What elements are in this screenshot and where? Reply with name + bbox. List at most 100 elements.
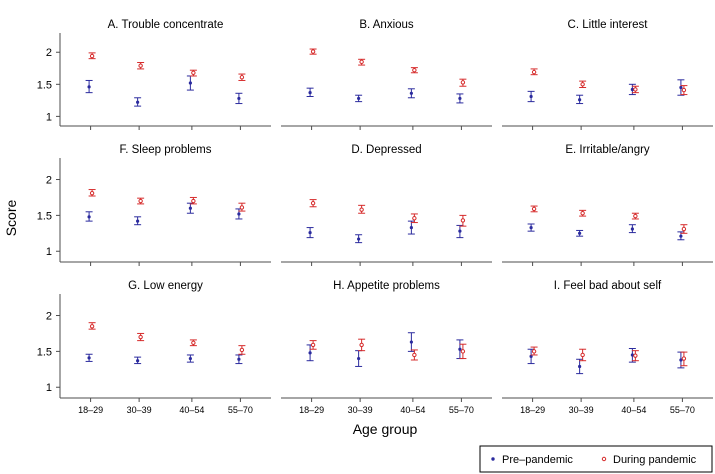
pre-pandemic-point — [237, 212, 241, 216]
panel-9: I. Feel bad about self 18–29 30–39 40–54 55–… — [502, 280, 713, 415]
during-pandemic-point — [460, 349, 466, 354]
panel-title: E. Irritable/angry — [565, 144, 650, 156]
pre-pandemic-point — [237, 357, 241, 361]
legend-pre-pandemic-marker — [491, 457, 495, 461]
pre-pandemic-point — [529, 354, 533, 358]
pre-pandemic-point — [679, 85, 683, 90]
during-pandemic-point — [681, 356, 687, 361]
panel-title: D. Depressed — [351, 144, 421, 156]
x-tick-label: 40–54 — [400, 405, 425, 415]
during-pandemic-point — [310, 49, 316, 54]
pre-pandemic-point — [630, 87, 634, 92]
during-pandemic-point — [359, 59, 364, 65]
pre-pandemic-point — [529, 94, 533, 99]
x-axis-label: Age group — [353, 421, 418, 437]
during-pandemic-point — [580, 211, 585, 216]
pre-pandemic-point — [136, 219, 140, 223]
x-tick-label: 30–39 — [127, 405, 152, 415]
pre-pandemic-point — [578, 364, 582, 369]
panel-title: G. Low energy — [128, 280, 203, 292]
pre-pandemic-point — [529, 225, 533, 230]
pre-pandemic-point — [458, 229, 462, 233]
pre-pandemic-point — [458, 347, 462, 351]
x-tick-label: 55–70 — [449, 405, 474, 415]
during-pandemic-point — [359, 207, 364, 212]
pre-pandemic-point — [308, 351, 312, 355]
during-pandemic-point — [191, 70, 196, 75]
x-tick-label: 18–29 — [520, 405, 545, 415]
pre-pandemic-point — [237, 96, 241, 101]
panel-title: B. Anxious — [359, 19, 414, 31]
panel-title: H. Appetite problems — [333, 280, 440, 292]
legend-pre-pandemic-label: Pre–pandemic — [502, 454, 573, 466]
during-pandemic-point — [239, 205, 245, 210]
during-pandemic-point — [138, 63, 143, 68]
during-pandemic-point — [310, 200, 316, 206]
during-pandemic-point — [531, 206, 537, 212]
y-tick-label: 1.5 — [37, 210, 52, 222]
during-pandemic-point — [412, 352, 417, 358]
pre-pandemic-point — [578, 98, 582, 102]
y-tick-label: 2 — [46, 47, 52, 59]
panel-1: A. Trouble concentrate 1 1.5 2 — [37, 19, 271, 130]
y-tick-label: 1 — [46, 111, 52, 123]
panel-3: C. Little interest — [502, 19, 713, 130]
y-tick-label: 2 — [46, 175, 52, 187]
y-tick-label: 1.5 — [37, 346, 52, 358]
during-pandemic-point — [138, 198, 143, 204]
pre-pandemic-point — [357, 356, 361, 361]
during-pandemic-point — [359, 342, 364, 348]
y-tick-label: 1 — [46, 246, 52, 258]
y-axis-label: Score — [3, 200, 19, 237]
during-pandemic-point — [633, 87, 638, 92]
during-pandemic-point — [412, 68, 417, 73]
pre-pandemic-point — [679, 234, 683, 238]
x-tick-label: 55–70 — [228, 405, 253, 415]
during-pandemic-point — [460, 218, 466, 223]
during-pandemic-point — [633, 353, 638, 358]
pre-pandemic-point — [679, 358, 683, 362]
during-pandemic-point — [460, 80, 466, 85]
y-tick-label: 1.5 — [37, 79, 52, 91]
x-tick-label: 55–70 — [670, 405, 695, 415]
pre-pandemic-point — [188, 356, 192, 361]
during-pandemic-point — [239, 347, 245, 353]
pre-pandemic-point — [308, 230, 312, 235]
x-tick-label: 18–29 — [299, 405, 324, 415]
pre-pandemic-point — [357, 237, 361, 241]
panel-grid: A. Trouble concentrate 1 1.5 2 B. Anxious C. … — [37, 19, 713, 415]
pre-pandemic-point — [357, 96, 361, 101]
during-pandemic-point — [89, 324, 95, 329]
panel-5: D. Depressed — [281, 144, 492, 266]
pre-pandemic-point — [87, 356, 91, 360]
x-tick-label: 40–54 — [621, 405, 646, 415]
pre-pandemic-point — [409, 91, 413, 95]
legend: Pre–pandemic During pandemic — [479, 445, 713, 473]
y-tick-label: 2 — [46, 311, 52, 323]
panel-2: B. Anxious — [281, 19, 492, 130]
during-pandemic-point — [681, 226, 687, 232]
during-pandemic-point — [89, 190, 95, 196]
pre-pandemic-point — [87, 85, 91, 89]
pre-pandemic-point — [409, 225, 413, 230]
x-tick-label: 18–29 — [78, 405, 103, 415]
pre-pandemic-point — [136, 100, 140, 104]
panel-title: F. Sleep problems — [119, 144, 211, 156]
panel-4: F. Sleep problems 1 1.5 2 — [37, 144, 271, 266]
x-tick-label: 30–39 — [569, 405, 594, 415]
during-pandemic-point — [138, 334, 143, 340]
pre-pandemic-point — [188, 81, 192, 85]
during-pandemic-point — [531, 69, 537, 75]
during-pandemic-point — [580, 352, 585, 358]
during-pandemic-point — [633, 213, 638, 219]
during-pandemic-point — [239, 75, 245, 80]
panel-7: G. Low energy 1 1.5 2 18–29 30–39 40–54 55–70 — [37, 280, 271, 415]
during-pandemic-point — [191, 198, 196, 204]
panel-title: I. Feel bad about self — [554, 280, 662, 292]
during-pandemic-point — [580, 82, 585, 87]
during-pandemic-point — [310, 342, 316, 348]
pre-pandemic-point — [409, 340, 413, 344]
during-pandemic-point — [531, 349, 537, 354]
pre-pandemic-point — [308, 91, 312, 95]
